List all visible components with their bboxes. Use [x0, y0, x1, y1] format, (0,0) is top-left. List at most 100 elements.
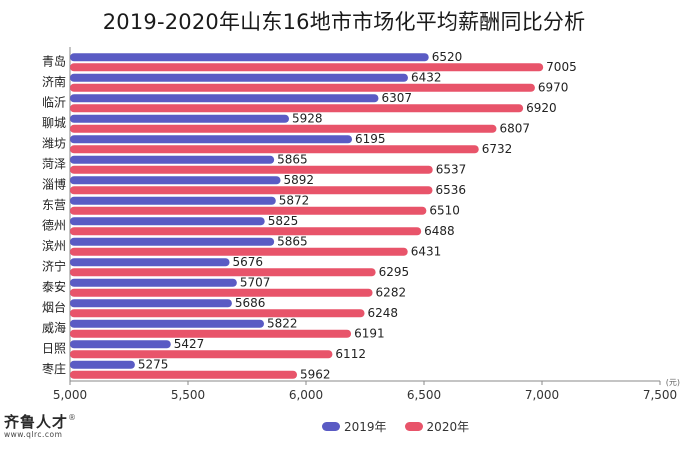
bar-2019 — [70, 135, 353, 144]
data-label: 7005 — [546, 60, 577, 74]
category-label: 泰安 — [42, 279, 66, 294]
data-label: 5275 — [138, 357, 169, 371]
legend-label-2020: 2020年 — [426, 420, 470, 434]
bar-2019 — [70, 73, 408, 82]
category-label: 滨州 — [42, 238, 66, 253]
category-label: 菏泽 — [42, 157, 66, 171]
bar-2019 — [70, 237, 275, 246]
bar-2020 — [70, 83, 535, 92]
bar-2020 — [70, 309, 365, 318]
data-label: 5865 — [277, 152, 308, 166]
bar-2020 — [70, 247, 408, 256]
bar-2020 — [70, 227, 422, 236]
bar-2020 — [70, 145, 479, 154]
legend-item-2020: 2020年 — [404, 418, 470, 435]
data-label: 6732 — [482, 142, 513, 156]
data-label: 6920 — [526, 101, 557, 115]
data-label: 6307 — [381, 91, 412, 105]
x-tick-label: 6,000 — [289, 388, 323, 402]
category-label: 淄博 — [42, 176, 66, 191]
legend-item-2019: 2019年 — [322, 418, 387, 435]
data-label: 5865 — [277, 234, 308, 248]
data-label: 6195 — [355, 132, 386, 146]
chart-title: 2019-2020年山东16地市市场化平均薪酬同比分析 — [102, 10, 586, 34]
data-label: 6432 — [411, 70, 442, 84]
category-label: 济宁 — [42, 258, 66, 273]
bar-2020 — [70, 370, 298, 379]
bar-2019 — [70, 53, 429, 62]
category-label: 青岛 — [42, 53, 66, 68]
category-label: 烟台 — [42, 299, 66, 314]
data-label: 6536 — [435, 183, 466, 197]
bar-2019 — [70, 176, 281, 185]
data-label: 6431 — [411, 244, 442, 258]
bar-2019 — [70, 217, 265, 226]
data-label: 6970 — [538, 80, 569, 94]
bar-2019 — [70, 155, 275, 164]
category-label: 威海 — [42, 320, 66, 335]
data-label: 5892 — [284, 173, 315, 187]
data-label: 6537 — [436, 162, 467, 176]
bar-2020 — [70, 268, 376, 277]
x-tick-label: 6,500 — [407, 388, 441, 402]
bar-2019 — [70, 196, 276, 205]
data-label: 5825 — [268, 214, 299, 228]
bar-2020 — [70, 206, 427, 215]
bar-2019 — [70, 299, 232, 308]
data-label: 6488 — [424, 224, 455, 238]
data-label: 6807 — [499, 121, 530, 135]
data-label: 6282 — [376, 285, 407, 299]
logo-site-url: www.qlrc.com — [4, 430, 63, 439]
data-label: 5928 — [292, 111, 323, 125]
x-tick-label: 7,000 — [525, 388, 559, 402]
category-label: 德州 — [42, 217, 66, 232]
bar-2019 — [70, 278, 237, 287]
data-label: 6520 — [432, 50, 463, 64]
category-label: 临沂 — [42, 95, 66, 109]
data-label: 6112 — [335, 347, 366, 361]
bar-2019 — [70, 340, 171, 349]
category-label: 潍坊 — [42, 135, 66, 150]
bar-2020 — [70, 288, 373, 297]
bar-2020 — [70, 186, 433, 195]
bar-2020 — [70, 329, 352, 338]
bar-2020 — [70, 63, 544, 72]
category-label: 东营 — [42, 198, 66, 212]
chart-legend: 2019年 2020年 — [322, 418, 487, 435]
data-label: 5707 — [240, 275, 271, 289]
x-axis-unit: (元) — [666, 378, 680, 387]
legend-swatch-2020 — [404, 422, 423, 431]
registered-mark: ® — [68, 413, 77, 422]
logo-text: 齐鲁人才 — [4, 413, 69, 431]
data-label: 5962 — [300, 367, 331, 381]
bar-2020 — [70, 350, 333, 359]
brand-logo: 齐鲁人才® www.qlrc.com — [4, 414, 76, 439]
data-label: 6295 — [379, 265, 410, 279]
category-label: 聊城 — [42, 116, 66, 130]
data-label: 5427 — [174, 337, 205, 351]
data-label: 6248 — [368, 306, 399, 320]
bar-2020 — [70, 124, 497, 133]
bar-2019 — [70, 360, 135, 369]
x-tick-label: 7,500 — [643, 388, 677, 402]
bar-2019 — [70, 258, 230, 267]
category-label: 枣庄 — [42, 361, 66, 376]
x-tick-label: 5,500 — [171, 388, 205, 402]
category-label: 济南 — [42, 74, 66, 89]
data-label: 6191 — [354, 326, 385, 340]
legend-label-2019: 2019年 — [344, 420, 387, 434]
bar-2020 — [70, 165, 433, 174]
data-label: 6510 — [429, 203, 460, 217]
category-label: 日照 — [42, 341, 66, 355]
data-label: 5676 — [233, 255, 264, 269]
bar-2019 — [70, 114, 290, 123]
bar-2019 — [70, 319, 264, 328]
data-label: 5872 — [279, 193, 310, 207]
data-label: 5822 — [267, 316, 298, 330]
x-tick-label: 5,000 — [53, 388, 87, 402]
bar-2020 — [70, 104, 524, 113]
data-label: 5686 — [235, 296, 266, 310]
legend-swatch-2019 — [322, 422, 340, 431]
